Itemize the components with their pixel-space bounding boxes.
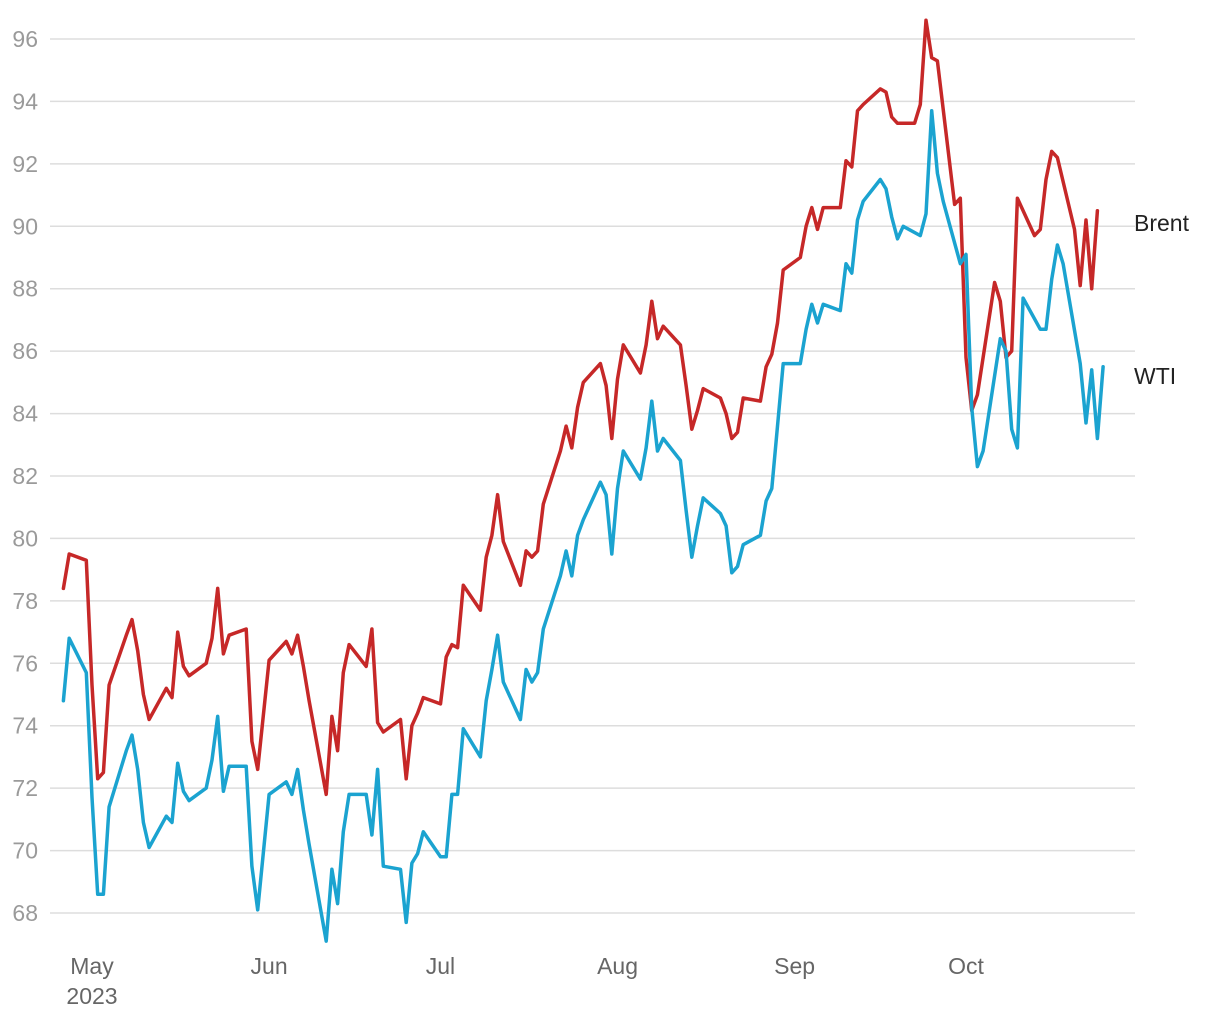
y-axis-ticks: 68 70 72 74 76 78 80 82 84 86 88 90 92 94 96 [12, 26, 38, 926]
x-tick-label: Oct [948, 953, 984, 979]
y-tick-label: 70 [12, 838, 38, 864]
y-tick-label: 86 [12, 338, 38, 364]
x-tick-label: Jul [426, 953, 455, 979]
series-label-wti: WTI [1134, 363, 1176, 389]
y-tick-label: 74 [12, 713, 38, 739]
series-line-brent [61, 18, 1100, 797]
x-tick-label: Jun [251, 953, 288, 979]
series-labels: Brent WTI [1134, 210, 1190, 389]
y-tick-label: 78 [12, 588, 38, 614]
y-tick-label: 96 [12, 26, 38, 52]
y-tick-label: 94 [12, 88, 38, 114]
x-tick-label: May [70, 953, 114, 979]
x-tick-sublabel: 2023 [66, 983, 117, 1009]
y-tick-label: 92 [12, 151, 38, 177]
y-tick-label: 88 [12, 276, 38, 302]
y-tick-label: 80 [12, 525, 38, 551]
x-tick-label: Sep [774, 953, 815, 979]
y-tick-label: 68 [12, 900, 38, 926]
y-tick-label: 72 [12, 775, 38, 801]
series-lines [61, 18, 1105, 943]
gridlines [50, 38, 1135, 914]
series-label-brent: Brent [1134, 210, 1190, 236]
series-line-wti [61, 109, 1105, 943]
y-tick-label: 76 [12, 650, 38, 676]
y-tick-label: 82 [12, 463, 38, 489]
y-tick-label: 84 [12, 401, 38, 427]
x-tick-label: Aug [597, 953, 638, 979]
x-axis-ticks: May 2023 Jun Jul Aug Sep Oct [66, 953, 984, 1009]
y-tick-label: 90 [12, 213, 38, 239]
